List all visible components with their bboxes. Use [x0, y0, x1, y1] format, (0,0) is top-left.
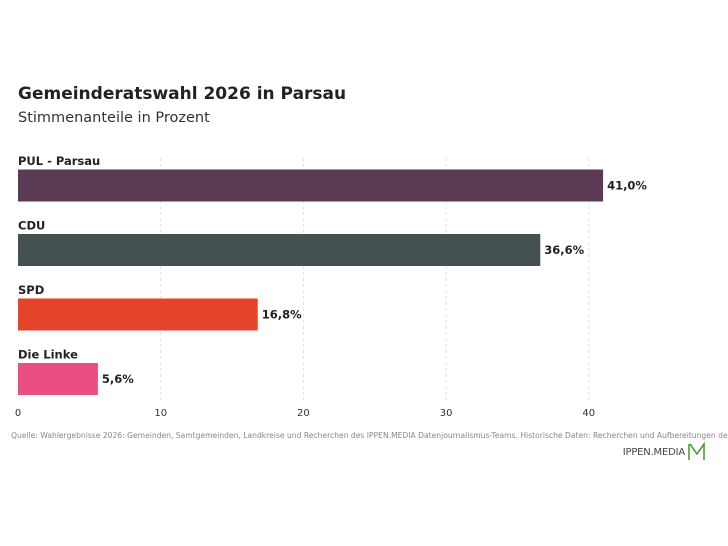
- chart-title: Gemeinderatswahl 2026 in Parsau: [18, 84, 347, 104]
- bar: [18, 363, 98, 395]
- x-tick-label: 40: [582, 408, 595, 419]
- x-tick-label: 10: [154, 408, 167, 419]
- bar: [18, 169, 604, 202]
- bar-chart: PUL - Parsau 41,0% CDU 36,6% SPD 16,8% Die Lin…: [15, 154, 648, 419]
- category-label: Die Linke: [18, 348, 78, 362]
- category-label: PUL - Parsau: [18, 154, 100, 168]
- logo-text: IPPEN.MEDIA: [622, 446, 685, 458]
- grid-lines: [160, 158, 590, 400]
- category-label: CDU: [18, 219, 45, 233]
- publisher-logo: IPPEN.MEDIA: [623, 442, 706, 462]
- value-label: 5,6%: [102, 372, 134, 386]
- bar: [18, 298, 258, 331]
- m-logo-icon: [688, 442, 705, 460]
- chart-subtitle: Stimmenanteile in Prozent: [18, 110, 210, 126]
- x-tick-label: 30: [440, 408, 453, 419]
- category-label: SPD: [18, 283, 44, 297]
- x-axis-ticks: 0 10 20 30 40: [15, 408, 595, 419]
- value-label: 16,8%: [262, 308, 302, 322]
- value-label: 41,0%: [607, 179, 647, 193]
- source-note: Quelle: Wahlergebnisse 2026: Gemeinden, …: [11, 431, 728, 440]
- x-tick-label: 0: [15, 408, 21, 419]
- x-tick-label: 20: [297, 408, 310, 419]
- bars: PUL - Parsau 41,0% CDU 36,6% SPD 16,8% Die Lin…: [18, 154, 647, 395]
- bar: [18, 234, 541, 266]
- value-label: 36,6%: [544, 243, 584, 257]
